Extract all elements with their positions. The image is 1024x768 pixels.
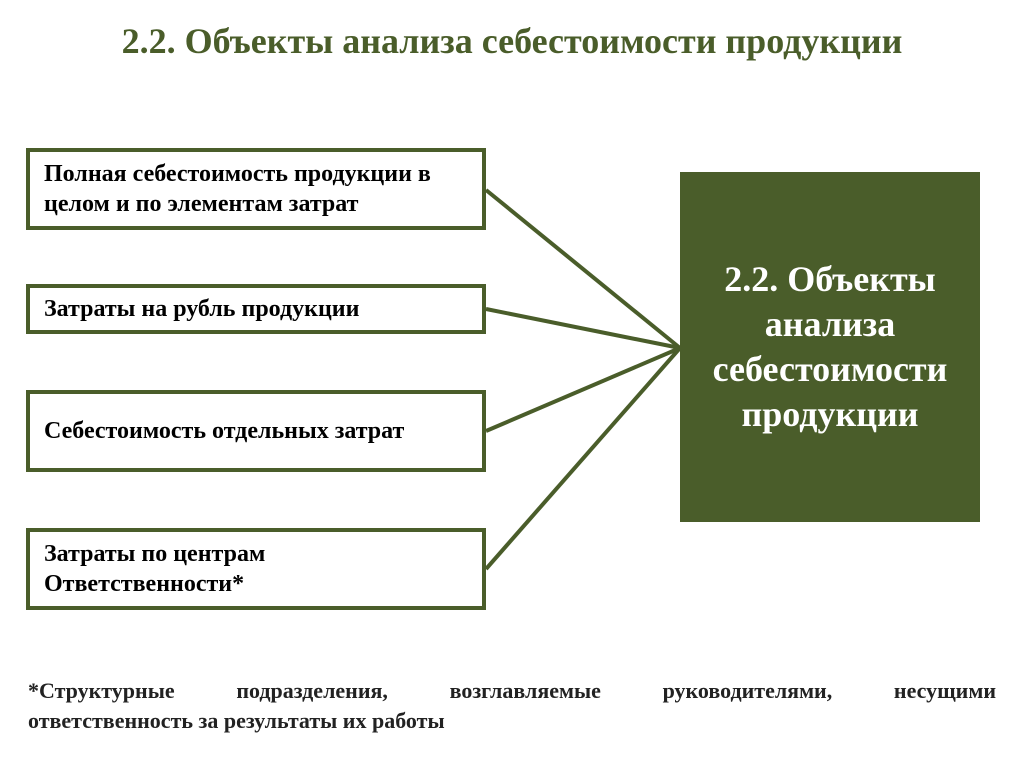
source-box-text: Себестоимость отдельных затрат [44, 416, 404, 446]
footnote-line: ответственность за результаты их работы [28, 708, 996, 734]
connector-line [486, 348, 680, 569]
footnote-text: *Структурные подразделения, возглавляемы… [28, 678, 996, 703]
source-box: Затраты по центрам Ответственности* [26, 528, 486, 610]
source-box-text: Полная себестоимость продукции в целом и… [44, 159, 468, 219]
connector-line [486, 309, 680, 348]
slide-title-text: 2.2. Объекты анализа себестоимости проду… [122, 21, 903, 61]
connector-line [486, 190, 680, 348]
source-box: Себестоимость отдельных затрат [26, 390, 486, 472]
connector-line [486, 348, 680, 431]
target-box: 2.2. Объекты анализа себестоимости проду… [680, 172, 980, 522]
source-box-text: Затраты на рубль продукции [44, 294, 359, 324]
source-box: Полная себестоимость продукции в целом и… [26, 148, 486, 230]
footnote-text: ответственность за результаты их работы [28, 708, 445, 733]
slide-title: 2.2. Объекты анализа себестоимости проду… [0, 20, 1024, 63]
footnote-line: *Структурные подразделения, возглавляемы… [28, 678, 996, 704]
target-box-text: 2.2. Объекты анализа себестоимости проду… [690, 257, 970, 437]
source-box-text: Затраты по центрам Ответственности* [44, 539, 468, 599]
source-box: Затраты на рубль продукции [26, 284, 486, 334]
